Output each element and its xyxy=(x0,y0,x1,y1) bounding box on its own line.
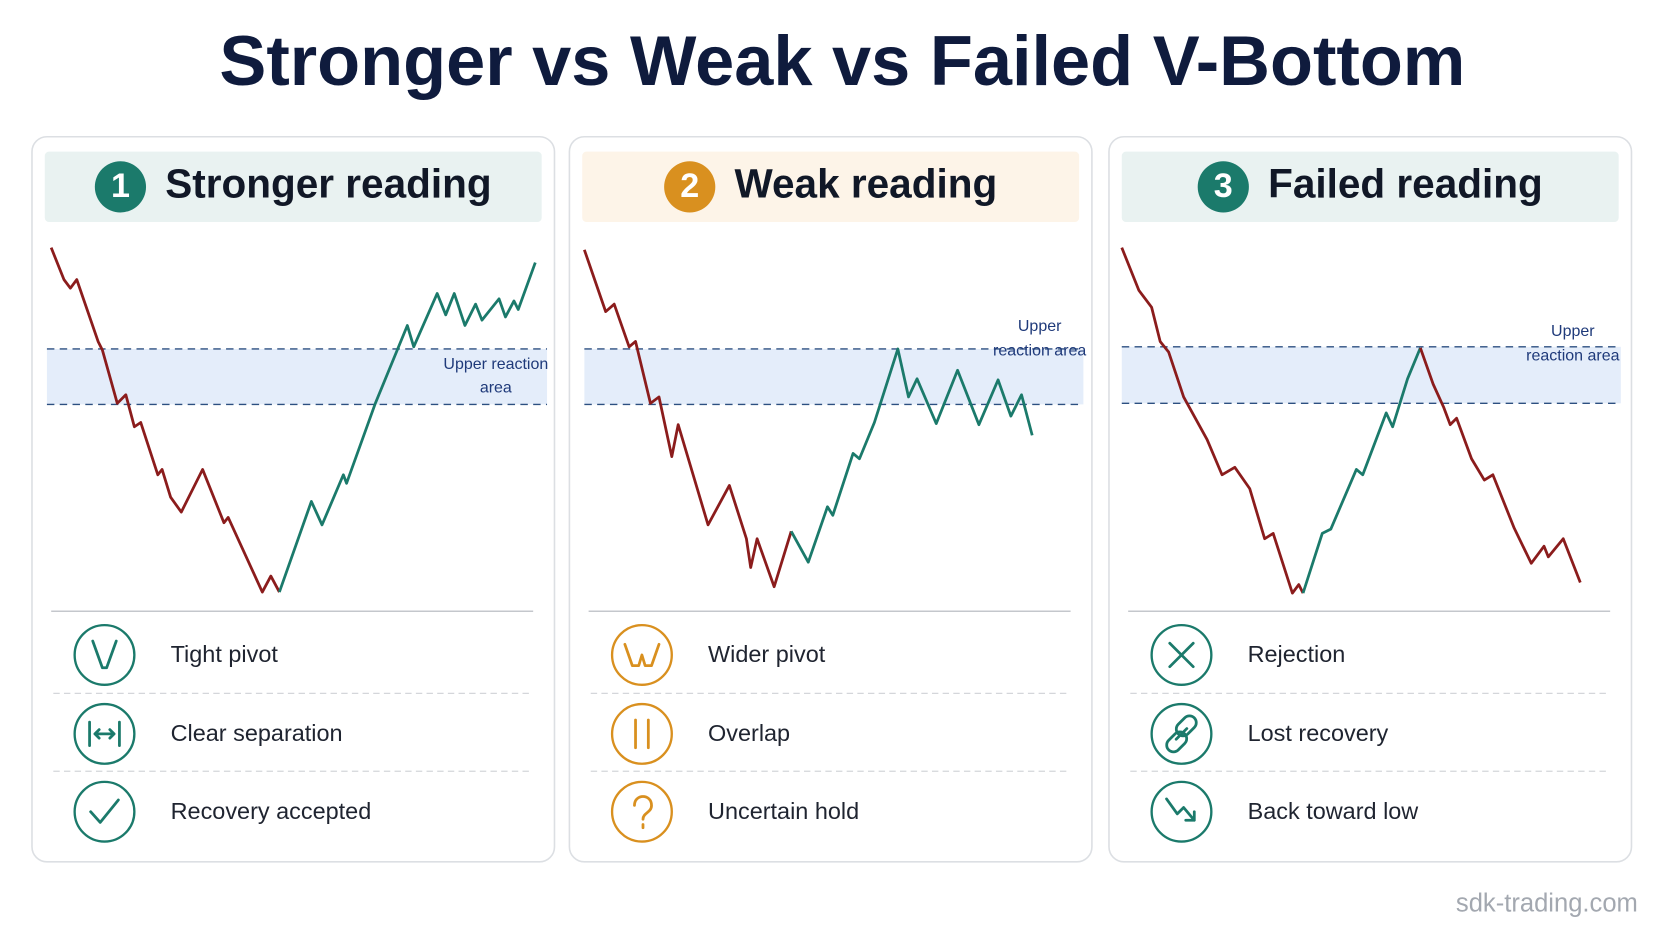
panel-heading: Failed reading xyxy=(1268,161,1543,207)
panel: Stronger reading 1 Upper reaction area Tight… xyxy=(31,135,556,863)
price-line xyxy=(1120,247,1305,595)
item-icon-ring xyxy=(610,780,673,843)
item-label: Tight pivot xyxy=(171,641,279,667)
item-icon xyxy=(634,718,650,750)
panel-header xyxy=(1121,151,1619,223)
panel: Weak reading 2 Upper reaction area Wider piv… xyxy=(568,135,1093,863)
panel-card xyxy=(31,135,556,863)
zone-label: Upper xyxy=(1018,318,1062,335)
item-icon xyxy=(633,795,653,830)
item-icon-ring xyxy=(610,702,673,765)
item-label: Rejection xyxy=(1248,641,1346,667)
item-icon xyxy=(1165,714,1198,754)
item-label: Uncertain hold xyxy=(708,798,859,824)
badge-number: 3 xyxy=(1214,167,1233,205)
item-label: Back toward low xyxy=(1248,798,1419,824)
zone-label: reaction area xyxy=(1526,348,1619,365)
zone-label: Upper xyxy=(1551,323,1595,340)
item-icon xyxy=(623,642,661,668)
item-icon xyxy=(91,639,118,670)
panel-header xyxy=(44,151,542,223)
price-line xyxy=(49,247,281,594)
item-icon xyxy=(88,720,121,747)
item-label: Clear separation xyxy=(171,720,343,746)
item-label: Wider pivot xyxy=(708,641,826,667)
reaction-zone xyxy=(46,348,548,405)
number-badge xyxy=(1197,161,1249,213)
item-icon xyxy=(1165,797,1196,822)
panel-card xyxy=(1108,135,1633,863)
item-label: Overlap xyxy=(708,720,790,746)
panel-card xyxy=(568,135,1093,863)
item-label: Lost recovery xyxy=(1248,720,1389,746)
zone-label: area xyxy=(480,380,512,397)
price-line xyxy=(1419,347,1582,583)
number-badge xyxy=(94,161,147,213)
footer: sdk-trading.com xyxy=(1456,889,1638,917)
item-icon xyxy=(1168,641,1195,669)
price-line xyxy=(583,249,793,589)
item-icon xyxy=(89,798,120,824)
item-label: Recovery accepted xyxy=(171,798,372,824)
item-icon-ring xyxy=(73,780,136,843)
panel-heading: Weak reading xyxy=(735,161,998,207)
reaction-zone xyxy=(1121,346,1621,404)
zone-label: reaction area xyxy=(993,342,1086,359)
page-title: Stronger vs Weak vs Failed V-Bottom xyxy=(219,21,1465,100)
reaction-zone xyxy=(584,348,1084,405)
panel: Failed reading 3 Upper reaction area Rejecti… xyxy=(1108,135,1633,863)
item-icon-ring xyxy=(73,623,136,687)
price-line xyxy=(790,347,1034,564)
number-badge xyxy=(664,161,716,213)
price-line xyxy=(278,262,537,593)
item-icon-ring xyxy=(1150,780,1213,843)
panel-heading: Stronger reading xyxy=(165,161,491,207)
badge-number: 2 xyxy=(680,167,699,205)
badge-number: 1 xyxy=(111,167,130,205)
price-line xyxy=(1301,347,1422,594)
zone-label: Upper reaction xyxy=(443,356,548,373)
